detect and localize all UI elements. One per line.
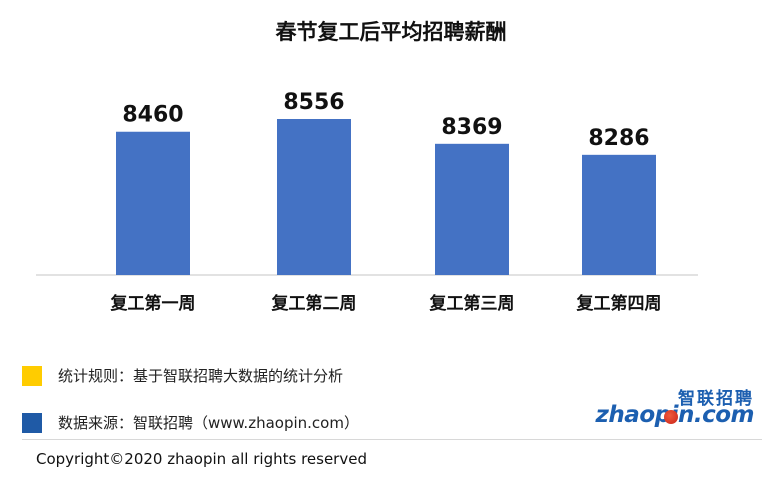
logo-dot-icon: [664, 410, 678, 424]
bar-3: [435, 143, 509, 275]
logo-chinese-text: 智联招聘: [678, 389, 754, 409]
data-label-2: 8556: [283, 90, 344, 115]
legend-note-rule-text: 统计规则：基于智联招聘大数据的统计分析: [58, 367, 344, 385]
category-label-4: 复工第四周: [576, 293, 662, 314]
chart-title: 春节复工后平均招聘薪酬: [275, 20, 507, 44]
data-label-3: 8369: [441, 115, 502, 140]
data-label-4: 8286: [588, 126, 649, 151]
category-label-1: 复工第一周: [110, 293, 196, 314]
yellow-square-icon: [22, 365, 42, 386]
legend-note-source-text: 数据来源：智联招聘（www.zhaopin.com）: [58, 414, 359, 432]
blue-square-icon: [22, 412, 42, 433]
legend-note-source: 数据来源：智联招聘（www.zhaopin.com）: [22, 412, 359, 433]
category-labels-group: 复工第一周 复工第二周 复工第三周 复工第四周: [110, 293, 662, 314]
category-label-2: 复工第二周: [271, 293, 357, 314]
bar-4: [582, 154, 656, 275]
data-label-1: 8460: [122, 103, 183, 128]
footer-divider: [22, 439, 762, 440]
bar-chart: 8460 8556 8369 8286 复工第一周 复工第二周 复工第三周 复工第四周: [36, 90, 698, 314]
category-label-3: 复工第三周: [429, 293, 515, 314]
data-labels-group: 8460 8556 8369 8286: [122, 90, 649, 151]
bar-2: [277, 119, 351, 275]
copyright-text: Copyright©2020 zhaopin all rights reserv…: [36, 450, 367, 468]
zhaopin-logo: 智联招聘 zhaopin.com: [596, 384, 758, 432]
legend-note-rule: 统计规则：基于智联招聘大数据的统计分析: [22, 365, 343, 386]
bars-group: [116, 119, 656, 275]
bar-1: [116, 131, 190, 275]
